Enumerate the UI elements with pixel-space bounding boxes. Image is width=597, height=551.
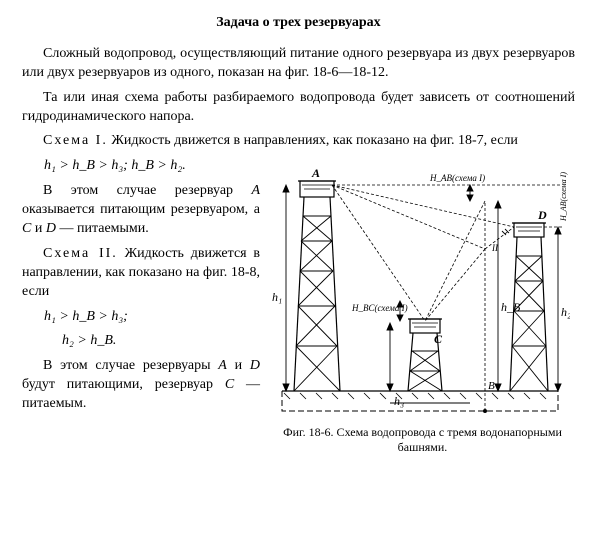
tower-c bbox=[408, 319, 442, 391]
paragraph-2: Та или иная схема работы разбираемого во… bbox=[22, 89, 575, 127]
svg-text:h₁: h₁ bbox=[272, 290, 282, 304]
svg-text:H_AB(схема I): H_AB(схема I) bbox=[559, 172, 568, 222]
svg-text:D: D bbox=[537, 208, 547, 222]
paragraph-1: Сложный водопровод, осуществляющий питан… bbox=[22, 45, 575, 83]
svg-text:h_B: h_B bbox=[501, 300, 521, 314]
tower-a bbox=[294, 181, 340, 391]
svg-text:A: A bbox=[311, 166, 320, 180]
scheme-1-label: Схема I. bbox=[43, 133, 108, 148]
figure-svg: A D C bbox=[270, 161, 570, 421]
scheme-1-intro: Схема I. Жидкость движется в направления… bbox=[22, 132, 575, 151]
scheme-2-label: Схема II. bbox=[43, 246, 118, 261]
svg-text:H_AB(схема I): H_AB(схема I) bbox=[429, 173, 485, 183]
figure-block: A D C bbox=[270, 161, 575, 454]
svg-text:h₃: h₃ bbox=[394, 394, 404, 408]
svg-text:h₂: h₂ bbox=[561, 305, 570, 319]
svg-text:C: C bbox=[434, 332, 443, 346]
page-title: Задача о трех резервуарах bbox=[22, 14, 575, 33]
svg-text:B: B bbox=[488, 380, 495, 392]
scheme-1-text: Жидкость движется в направлениях, как по… bbox=[108, 133, 518, 148]
figure-caption: Фиг. 18-6. Схема водопровода с тремя вод… bbox=[270, 425, 575, 454]
